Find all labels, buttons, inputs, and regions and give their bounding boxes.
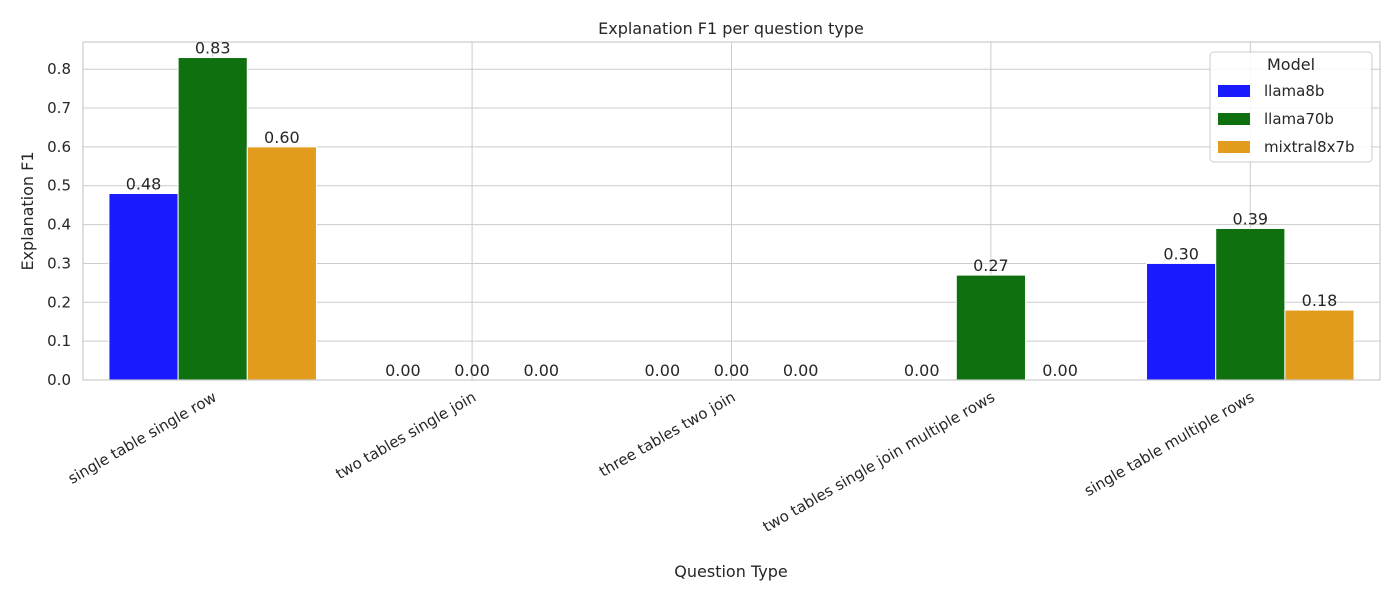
bar-llama70b-4 — [1215, 227, 1286, 381]
plot-frame — [82, 41, 1381, 381]
x-tick-label: two tables single join — [333, 388, 480, 483]
y-tick-label: 0.5 — [47, 177, 71, 195]
data-label: 0.00 — [904, 361, 940, 380]
bar-mixtral8x7b-4 — [1284, 309, 1355, 381]
bar-llama70b-0 — [177, 57, 248, 381]
data-label: 0.00 — [1042, 361, 1078, 380]
y-tick-label: 0.7 — [47, 99, 71, 117]
data-label: 0.00 — [385, 361, 421, 380]
y-ticks: 0.0 0.1 0.2 0.3 0.4 0.5 0.6 0.7 0.8 — [47, 60, 71, 389]
legend-label-llama8b: llama8b — [1264, 82, 1324, 100]
data-label: 0.00 — [645, 361, 681, 380]
bar-mixtral8x7b-0 — [246, 146, 317, 381]
x-tick-label: three tables two join — [596, 388, 738, 481]
legend-swatch-llama8b — [1218, 85, 1250, 97]
x-tick-label: single table multiple rows — [1081, 388, 1257, 500]
y-tick-label: 0.6 — [47, 138, 71, 156]
chart-title: Explanation F1 per question type — [598, 19, 864, 38]
data-label: 0.30 — [1163, 244, 1199, 263]
x-tick-label: two tables single join multiple rows — [760, 388, 998, 536]
data-label: 0.00 — [714, 361, 750, 380]
data-label: 0.00 — [783, 361, 819, 380]
data-label: 0.00 — [523, 361, 559, 380]
x-axis-label: Question Type — [674, 562, 787, 581]
y-tick-label: 0.8 — [47, 60, 71, 78]
legend-label-mixtral8x7b: mixtral8x7b — [1264, 138, 1355, 156]
data-label: 0.48 — [126, 175, 162, 194]
y-tick-label: 0.4 — [47, 216, 71, 234]
y-axis-label: Explanation F1 — [18, 151, 37, 270]
bar-llama8b-4 — [1146, 262, 1217, 381]
legend-label-llama70b: llama70b — [1264, 110, 1334, 128]
data-label: 0.39 — [1232, 209, 1268, 228]
legend: Model llama8b llama70b mixtral8x7b — [1209, 51, 1373, 163]
y-tick-label: 0.1 — [47, 332, 71, 350]
legend-title: Model — [1267, 55, 1315, 74]
legend-swatch-llama70b — [1218, 113, 1250, 125]
x-ticks: single table single row two tables single… — [65, 388, 1258, 536]
data-label: 0.00 — [454, 361, 490, 380]
bar-llama70b-3 — [955, 274, 1026, 381]
bars-group — [108, 57, 1355, 381]
data-label: 0.60 — [264, 128, 300, 147]
y-tick-label: 0.0 — [47, 371, 71, 389]
legend-items: llama8b llama70b mixtral8x7b — [1218, 82, 1355, 156]
data-label: 0.27 — [973, 256, 1009, 275]
legend-frame — [1209, 51, 1373, 163]
legend-swatch-mixtral8x7b — [1218, 141, 1250, 153]
data-label: 0.18 — [1302, 291, 1338, 310]
y-tick-label: 0.2 — [47, 293, 71, 311]
x-tick-label: single table single row — [65, 388, 220, 488]
bar-llama8b-0 — [108, 193, 179, 381]
data-labels: 0.48 0.83 0.60 0.00 0.00 0.00 0.00 0.00 0.00 0.00… — [126, 39, 1338, 380]
y-tick-label: 0.3 — [47, 254, 71, 272]
data-label: 0.83 — [195, 39, 231, 58]
